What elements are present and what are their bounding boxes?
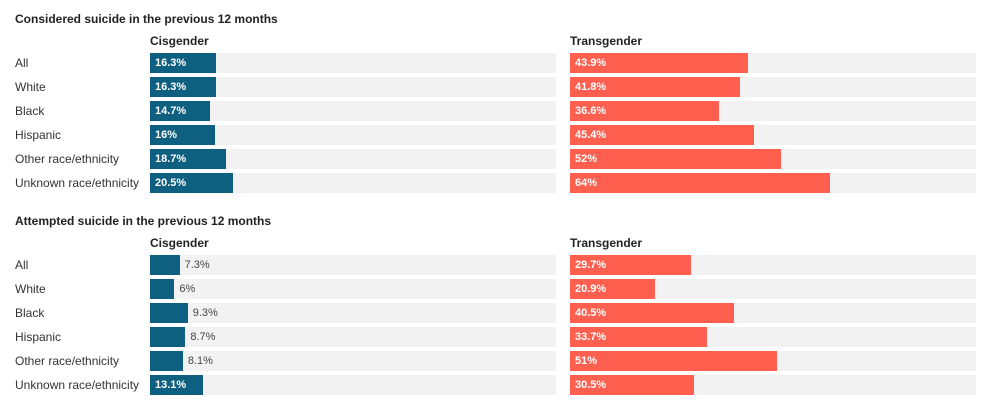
bar-track: 51% — [570, 351, 976, 371]
bar — [150, 303, 188, 323]
series-header: Cisgender — [150, 34, 209, 48]
bar — [150, 375, 204, 395]
data-label: 33.7% — [575, 331, 607, 343]
bar-track: 64% — [570, 173, 976, 193]
data-label: 43.9% — [575, 57, 607, 69]
bar — [150, 149, 226, 169]
category-label: Hispanic — [15, 330, 62, 344]
data-label: 8.1% — [187, 355, 213, 367]
category-label: Other race/ethnicity — [15, 354, 120, 368]
data-label: 16.3% — [155, 81, 187, 93]
bar — [150, 255, 180, 275]
chart-title: Considered suicide in the previous 12 mo… — [15, 12, 278, 26]
bar-track: 20.9% — [570, 279, 976, 299]
bar — [570, 303, 735, 323]
category-label: Unknown race/ethnicity — [15, 176, 140, 190]
chart-section: Considered suicide in the previous 12 mo… — [0, 12, 982, 207]
bar — [570, 173, 830, 193]
data-label: 64% — [575, 177, 598, 189]
bar — [570, 101, 719, 121]
bar — [570, 149, 782, 169]
bar — [150, 53, 217, 73]
bar — [570, 351, 778, 371]
bar — [570, 375, 694, 395]
bar-track: 8.7% — [150, 327, 556, 347]
bar — [150, 279, 175, 299]
bar-track: 40.5% — [570, 303, 976, 323]
bar — [150, 173, 234, 193]
bar-track: 41.8% — [570, 77, 976, 97]
chart-title: Attempted suicide in the previous 12 mon… — [15, 214, 272, 228]
data-label: 36.6% — [575, 105, 607, 117]
bar-track: 13.1% — [150, 375, 556, 395]
data-label: 29.7% — [575, 259, 607, 271]
bar-track: 45.4% — [570, 125, 976, 145]
category-label: All — [15, 258, 29, 272]
data-label: 52% — [575, 153, 598, 165]
data-label: 51% — [575, 355, 598, 367]
data-label: 6% — [179, 283, 196, 295]
category-label: Unknown race/ethnicity — [15, 378, 140, 392]
series-header: Cisgender — [150, 236, 209, 250]
data-label: 18.7% — [155, 153, 187, 165]
category-label: Other race/ethnicity — [15, 152, 120, 166]
bar — [570, 327, 707, 347]
bar — [150, 77, 217, 97]
data-label: 40.5% — [575, 307, 607, 319]
bar-track: 52% — [570, 149, 976, 169]
category-label: Black — [15, 104, 45, 118]
series-header: Transgender — [570, 236, 643, 250]
bar — [570, 279, 655, 299]
data-label: 20.5% — [155, 177, 187, 189]
bar-track: 8.1% — [150, 351, 556, 371]
bar-track: 16.3% — [150, 77, 556, 97]
category-label: Black — [15, 306, 45, 320]
bar-track: 18.7% — [150, 149, 556, 169]
data-label: 41.8% — [575, 81, 607, 93]
bar-track: 6% — [150, 279, 556, 299]
category-label: White — [15, 80, 46, 94]
bar-track: 9.3% — [150, 303, 556, 323]
data-label: 13.1% — [155, 379, 187, 391]
bar — [150, 327, 186, 347]
bar-track: 30.5% — [570, 375, 976, 395]
bar-track: 29.7% — [570, 255, 976, 275]
bar-track: 7.3% — [150, 255, 556, 275]
bar-track: 36.6% — [570, 101, 976, 121]
bar-track: 16% — [150, 125, 556, 145]
bar — [150, 125, 215, 145]
category-label: Hispanic — [15, 128, 62, 142]
data-label: 16% — [155, 129, 178, 141]
bar-track: 33.7% — [570, 327, 976, 347]
chart-section: Attempted suicide in the previous 12 mon… — [0, 214, 982, 409]
category-label: White — [15, 282, 46, 296]
bar-track: 20.5% — [150, 173, 556, 193]
bar — [570, 77, 740, 97]
bar — [150, 101, 210, 121]
category-label: All — [15, 56, 29, 70]
bar — [570, 53, 749, 73]
data-label: 14.7% — [155, 105, 187, 117]
series-header: Transgender — [570, 34, 643, 48]
data-label: 9.3% — [192, 307, 218, 319]
data-label: 30.5% — [575, 379, 607, 391]
bar — [150, 351, 183, 371]
bar — [570, 125, 755, 145]
data-label: 8.7% — [190, 331, 216, 343]
data-label: 20.9% — [575, 283, 607, 295]
bar-track: 43.9% — [570, 53, 976, 73]
data-label: 7.3% — [184, 259, 210, 271]
data-label: 45.4% — [575, 129, 607, 141]
bar-track: 14.7% — [150, 101, 556, 121]
data-label: 16.3% — [155, 57, 187, 69]
bar-track: 16.3% — [150, 53, 556, 73]
bar — [570, 255, 691, 275]
